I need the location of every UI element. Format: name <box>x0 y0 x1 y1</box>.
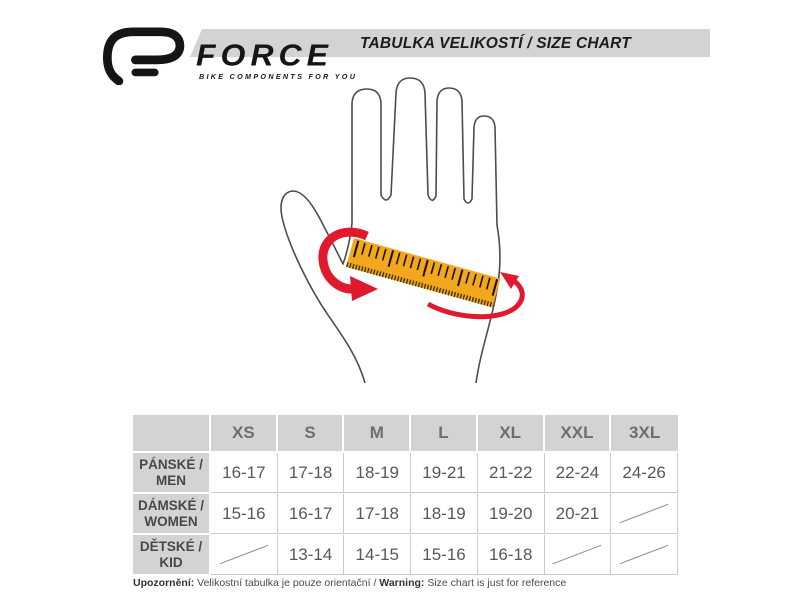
table-cell: 17-18 <box>277 453 345 493</box>
ruler-icon <box>345 238 501 308</box>
column-header-s: S <box>277 415 345 453</box>
footer-warning: Upozornění: Velikostní tabulka je pouze … <box>133 577 566 589</box>
column-header-xxl: XXL <box>544 415 612 453</box>
column-header-3xl: 3XL <box>611 415 678 453</box>
table-cell: 17-18 <box>344 494 412 534</box>
table-cell: 18-19 <box>344 453 412 493</box>
warning-text-cs: Velikostní tabulka je pouze orientační / <box>194 577 380 589</box>
row-label-men-en: MEN <box>156 472 186 488</box>
table-cell: 13-14 <box>277 535 345 575</box>
size-table-corner-cell <box>133 415 211 453</box>
wrap-arrow-right <box>426 272 525 320</box>
table-cell: 21-22 <box>477 453 545 493</box>
table-cell: 19-21 <box>411 453 478 493</box>
row-label-women-en: WOMEN <box>144 513 198 529</box>
row-label-kid-en: KID <box>159 554 183 570</box>
row-label-men-cs: PÁNSKÉ / <box>139 456 203 472</box>
row-label-women: DÁMSKÉ / WOMEN <box>133 494 211 535</box>
table-cell: 14-15 <box>344 535 412 575</box>
table-cell: 19-20 <box>477 494 545 534</box>
not-available-slash <box>552 544 602 565</box>
table-cell-not-available <box>611 494 678 534</box>
brand-tagline: BIKE COMPONENTS FOR YOU <box>199 72 358 81</box>
warning-text-en: Size chart is just for reference <box>424 577 567 589</box>
not-available-slash <box>619 544 669 565</box>
table-cell-not-available <box>544 535 612 575</box>
wrap-arrow-left <box>318 227 378 301</box>
table-cell: 16-17 <box>211 453 278 493</box>
row-label-men: PÁNSKÉ / MEN <box>133 453 211 494</box>
warning-label-cs: Upozornění: <box>133 577 195 589</box>
brand-wordmark: FORCE <box>196 37 333 73</box>
column-header-m: M <box>344 415 412 453</box>
table-cell: 15-16 <box>211 494 278 534</box>
force-logo-icon <box>102 27 185 85</box>
header-gray-band <box>190 29 710 57</box>
not-available-slash <box>219 544 269 565</box>
not-available-slash <box>619 503 669 524</box>
size-table: XS S M L XL XXL 3XL PÁNSKÉ / MEN 16-17 1… <box>133 415 678 576</box>
column-header-l: L <box>411 415 478 453</box>
row-label-women-cs: DÁMSKÉ / <box>137 497 204 513</box>
row-label-kid: DĚTSKÉ / KID <box>133 535 211 576</box>
column-header-xs: XS <box>211 415 278 453</box>
warning-label-en: Warning: <box>379 577 425 589</box>
table-cell: 20-21 <box>544 494 612 534</box>
table-cell: 16-17 <box>277 494 345 534</box>
table-cell-not-available <box>611 535 678 575</box>
table-cell: 16-18 <box>477 535 545 575</box>
table-cell: 15-16 <box>411 535 478 575</box>
table-cell: 22-24 <box>544 453 612 493</box>
row-label-kid-cs: DĚTSKÉ / <box>139 538 203 554</box>
column-header-xl: XL <box>477 415 545 453</box>
table-cell: 18-19 <box>411 494 478 534</box>
page-title: TABULKA VELIKOSTÍ / SIZE CHART <box>360 35 631 52</box>
hand-measurement-illustration <box>268 75 550 420</box>
table-cell: 24-26 <box>611 453 678 493</box>
table-cell-not-available <box>211 535 278 575</box>
hand-outline <box>280 77 501 384</box>
